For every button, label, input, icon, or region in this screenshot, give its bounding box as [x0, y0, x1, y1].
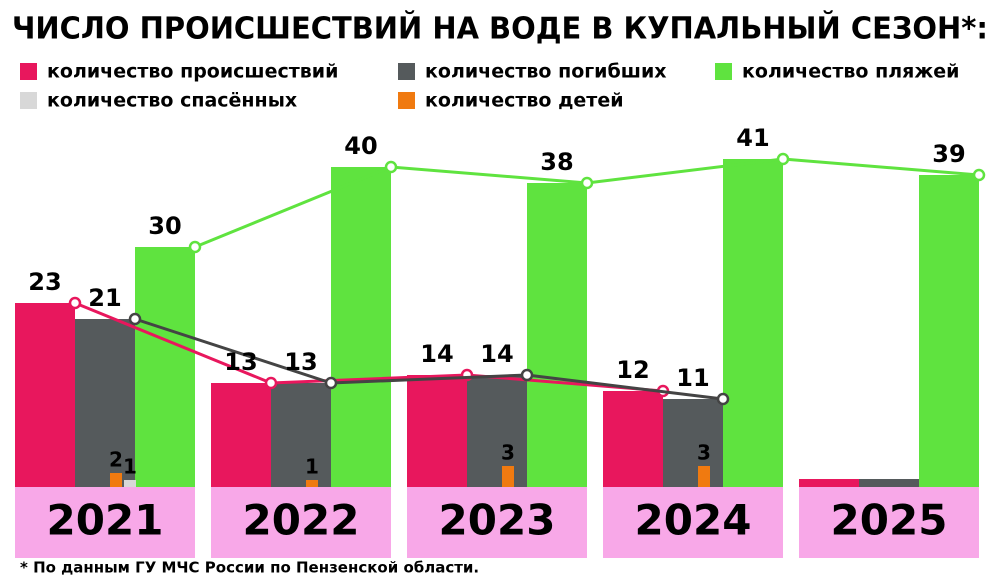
bar: [603, 391, 663, 487]
value-label: 13: [284, 348, 317, 376]
line-point: [324, 376, 338, 390]
value-label: 2: [109, 448, 123, 472]
legend-label: количество происшествий: [47, 61, 338, 83]
year-box: [603, 487, 783, 558]
value-label: 21: [88, 284, 121, 312]
bar: [407, 375, 467, 487]
line-point: [128, 312, 142, 326]
legend-label: количество спасённых: [47, 90, 297, 112]
line-point: [384, 160, 398, 174]
line-point: [776, 152, 790, 166]
legend-label: количество погибших: [425, 61, 667, 83]
line-point: [716, 392, 730, 406]
line-point: [264, 376, 278, 390]
x-tick-label: 2023: [439, 496, 556, 545]
legend-label: количество детей: [425, 90, 624, 112]
legend-swatch: [715, 63, 732, 80]
value-label: 41: [736, 124, 769, 152]
year-box: [799, 487, 979, 558]
line: [134, 317, 724, 401]
bar: [799, 479, 859, 487]
value-label: 1: [305, 455, 319, 479]
small-bar: [306, 480, 318, 487]
small-bar: [110, 473, 122, 487]
small-bar: [502, 466, 514, 487]
small-bar: [124, 480, 136, 487]
bar: [527, 183, 587, 487]
value-label: 12: [616, 356, 649, 384]
bar: [135, 247, 195, 487]
value-label: 38: [540, 148, 573, 176]
year-box: [211, 487, 391, 558]
bar: [75, 319, 135, 487]
value-label: 1: [123, 455, 137, 479]
value-label: 3: [697, 441, 711, 465]
year-box: [15, 487, 195, 558]
legend-label: количество пляжей: [742, 61, 959, 83]
value-label: 14: [480, 340, 513, 368]
line-point: [520, 368, 534, 382]
value-label: 13: [224, 348, 257, 376]
bar: [723, 159, 783, 487]
bar: [859, 479, 919, 487]
year-box: [407, 487, 587, 558]
value-label: 30: [148, 212, 181, 240]
chart-title: ЧИСЛО ПРОИСШЕСТВИЙ НА ВОДЕ В КУПАЛЬНЫЙ С…: [12, 11, 988, 47]
legend-swatch: [398, 92, 415, 109]
line-point: [68, 296, 82, 310]
value-label: 11: [676, 364, 709, 392]
legend-swatch: [20, 63, 37, 80]
small-bar: [698, 466, 710, 487]
bar: [663, 399, 723, 487]
value-label: 23: [28, 268, 61, 296]
x-tick-label: 2025: [831, 496, 948, 545]
bar: [331, 167, 391, 487]
bar: [271, 383, 331, 487]
bar: [467, 375, 527, 487]
x-tick-label: 2022: [243, 496, 360, 545]
bar: [15, 303, 75, 487]
value-label: 40: [344, 132, 377, 160]
x-tick-label: 2024: [635, 496, 752, 545]
bar: [919, 175, 979, 487]
footnote: * По данным ГУ МЧС России по Пензенской …: [20, 559, 479, 577]
value-label: 39: [932, 140, 965, 168]
line-point: [188, 240, 202, 254]
legend-swatch: [20, 92, 37, 109]
line-point: [580, 176, 594, 190]
bar: [211, 383, 271, 487]
x-tick-label: 2021: [47, 496, 164, 545]
value-label: 3: [501, 441, 515, 465]
line-point: [972, 168, 986, 182]
value-label: 14: [420, 340, 453, 368]
line: [74, 301, 664, 393]
legend-swatch: [398, 63, 415, 80]
